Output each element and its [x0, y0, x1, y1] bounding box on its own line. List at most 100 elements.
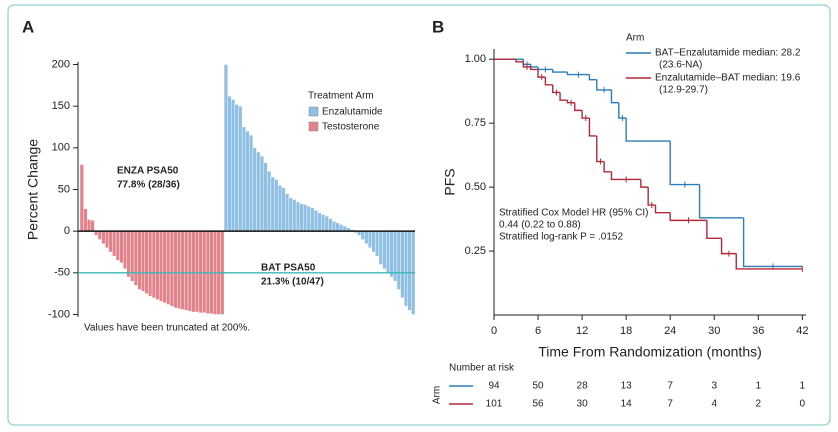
risk-count: 1: [800, 381, 806, 392]
annotation: Values have been truncated at 200%.: [84, 323, 250, 334]
bar: [371, 230, 376, 253]
km-step: [640, 179, 649, 188]
bar: [137, 230, 142, 290]
bar: [396, 230, 401, 290]
bar: [119, 230, 124, 264]
bar: [303, 204, 308, 232]
bar: [87, 219, 92, 232]
bar: [195, 230, 200, 313]
bar: [223, 64, 228, 232]
bar: [234, 104, 239, 232]
bar: [331, 220, 336, 232]
x-axis-label: Time From Randomization (months): [538, 344, 762, 360]
censor-mark: [625, 176, 641, 183]
bar: [285, 193, 290, 232]
bar: [83, 208, 88, 232]
risk-count: 56: [532, 399, 544, 410]
risk-count: 2: [756, 399, 762, 410]
y-tick-label: 150: [52, 100, 70, 112]
bar: [324, 215, 329, 232]
bar: [177, 230, 182, 309]
bar: [141, 230, 146, 292]
bar: [288, 197, 293, 232]
km-step: [669, 212, 707, 222]
legend-swatch: [308, 106, 319, 117]
censor-mark: [728, 250, 737, 257]
bar: [382, 230, 387, 269]
censor-mark: [651, 202, 656, 209]
risk-count: 30: [577, 399, 589, 410]
bar: [403, 230, 408, 307]
y-tick-label: 100: [52, 142, 70, 154]
bar: [252, 147, 257, 232]
km-step: [566, 72, 590, 76]
km-step: [669, 141, 700, 186]
bar: [339, 224, 344, 232]
km-step: [610, 171, 641, 181]
legend-ci: (12.9-29.7): [659, 85, 708, 96]
annotation: 0.44 (0.22 to 0.88): [499, 220, 581, 231]
km-step: [698, 184, 744, 219]
bar: [133, 230, 138, 286]
km-step: [596, 135, 605, 163]
legend-ci: (23.6-NA): [659, 60, 702, 71]
risk-count: 50: [532, 381, 544, 392]
bar: [317, 212, 322, 232]
annotation: 77.8% (28/36): [117, 180, 180, 191]
bar: [364, 230, 369, 244]
bar: [144, 230, 149, 294]
km-step: [654, 205, 671, 214]
bar: [328, 218, 333, 232]
x-tick-label: 30: [708, 325, 720, 337]
y-tick-label: 0: [64, 225, 70, 237]
annotation: Stratified log-rank P = .0152: [499, 232, 623, 243]
bar: [245, 130, 250, 232]
bar: [407, 230, 412, 311]
legend-title: Treatment Arm: [308, 91, 374, 102]
bar: [187, 230, 192, 312]
x-tick-label: 24: [664, 325, 676, 337]
legend-swatch: [308, 121, 319, 132]
bar: [292, 199, 297, 232]
bar: [310, 207, 315, 232]
y-tick-label: 200: [52, 58, 70, 70]
bar: [151, 230, 156, 299]
legend-label: BAT–Enzalutamide median: 28.2: [655, 48, 801, 59]
bar: [367, 230, 372, 249]
y-tick-label: 50: [58, 183, 70, 195]
censor-mark: [799, 265, 803, 272]
bar: [105, 230, 110, 249]
bar: [166, 230, 171, 305]
bar: [299, 203, 304, 232]
panel-label: A: [22, 17, 34, 36]
risk-count: 7: [667, 399, 673, 410]
bar: [270, 176, 275, 232]
km-step: [530, 66, 539, 71]
censor-mark: [541, 74, 546, 81]
risk-count: 7: [667, 381, 673, 392]
bar: [227, 95, 232, 232]
bar: [385, 230, 390, 274]
bar: [267, 170, 272, 232]
y-axis-label: PFS: [442, 168, 458, 195]
risk-label: Arm: [432, 386, 443, 404]
annotation: BAT PSA50: [261, 263, 316, 274]
bar: [191, 230, 196, 313]
bar: [173, 230, 178, 309]
bar: [249, 135, 254, 232]
km-step: [515, 59, 524, 63]
y-tick-label: 0.50: [465, 181, 486, 193]
bar: [238, 105, 243, 232]
annotation: 21.3% (10/47): [261, 277, 324, 288]
risk-count: 14: [621, 399, 633, 410]
km-step: [735, 253, 803, 270]
bar: [231, 99, 236, 232]
bar: [90, 220, 95, 232]
bar: [256, 151, 261, 232]
censor-mark: [599, 158, 605, 165]
bar: [306, 205, 311, 232]
bar: [393, 230, 398, 282]
censor-mark: [526, 63, 531, 70]
